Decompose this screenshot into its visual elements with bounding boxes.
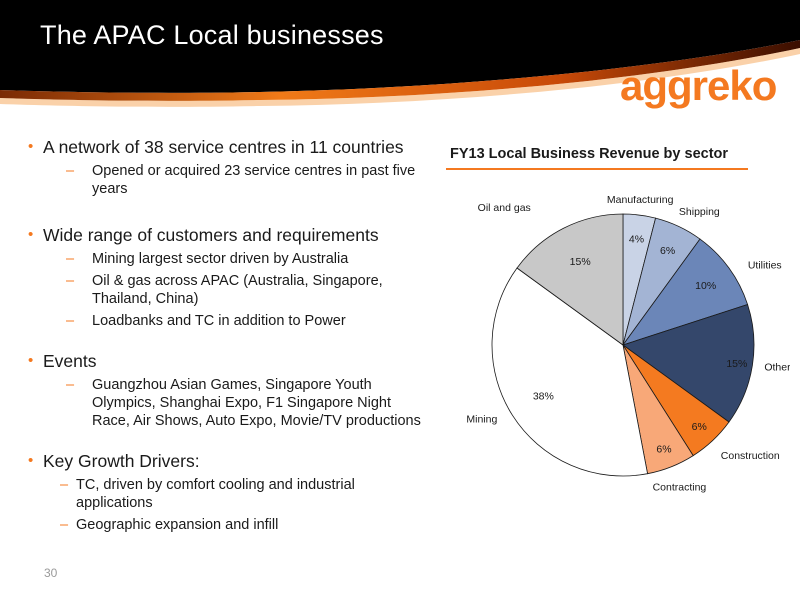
aggreko-logo: aggreko <box>620 62 777 109</box>
title-banner: The APAC Local businesses aggreko <box>0 0 800 128</box>
pie-slice-oil-and-gas <box>516 213 624 346</box>
pie-chart: 4% Manufacturing 6% Shipping 10% Utilities 15%… <box>466 196 790 493</box>
page-number: 30 <box>44 566 58 580</box>
pie-category-label: Manufacturing <box>607 196 674 206</box>
pie-value-label: 4% <box>629 233 644 245</box>
pie-category-label: Oil and gas <box>478 202 531 214</box>
sub-bullet: Geographic expansion and infill <box>28 516 428 534</box>
pie-value-label: 6% <box>692 421 707 433</box>
pie-value-label: 6% <box>660 245 675 257</box>
slide-title: The APAC Local businesses <box>40 20 384 50</box>
sub-bullet: TC, driven by comfort cooling and indust… <box>28 476 428 512</box>
sub-bullet: Mining largest sector driven by Australi… <box>28 250 428 268</box>
pie-category-label: Mining <box>466 413 497 425</box>
pie-category-label: Contracting <box>653 481 707 493</box>
bullet-growth-drivers: Key Growth Drivers: <box>28 450 428 472</box>
pie-category-label: Construction <box>721 450 780 462</box>
pie-value-label: 15% <box>570 256 591 268</box>
sub-bullet: Oil & gas across APAC (Australia, Singap… <box>28 272 428 308</box>
pie-value-label: 38% <box>533 391 554 403</box>
pie-slice-other <box>622 304 755 423</box>
pie-slice-utilities <box>621 238 749 346</box>
bullet-network: A network of 38 service centres in 11 co… <box>28 136 428 158</box>
chart-title-rule <box>446 168 748 170</box>
sub-bullet: Guangzhou Asian Games, Singapore Youth O… <box>28 376 428 430</box>
pie-category-label: Utilities <box>748 259 782 271</box>
bullet-list: A network of 38 service centres in 11 co… <box>28 136 428 534</box>
sub-bullet: Loadbanks and TC in addition to Power <box>28 312 428 330</box>
sub-bullet: Opened or acquired 23 service centres in… <box>28 162 428 198</box>
pie-slice-mining <box>491 267 649 477</box>
pie-category-label: Other <box>764 361 790 373</box>
banner-swoosh <box>0 0 800 107</box>
pie-value-label: 15% <box>726 358 747 370</box>
chart-title: FY13 Local Business Revenue by sector <box>450 146 729 162</box>
pie-value-label: 6% <box>656 444 671 456</box>
pie-value-label: 10% <box>695 280 716 292</box>
pie-category-label: Shipping <box>679 206 720 218</box>
bullet-customers: Wide range of customers and requirements <box>28 224 428 246</box>
bullet-events: Events <box>28 350 428 372</box>
